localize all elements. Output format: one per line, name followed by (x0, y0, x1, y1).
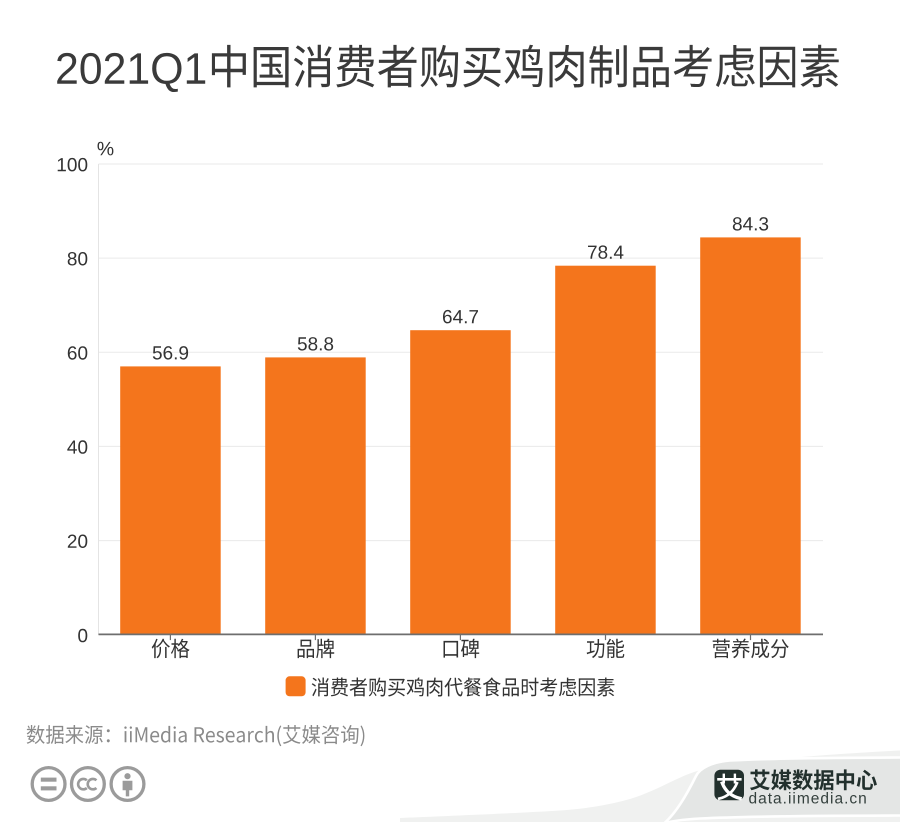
svg-text:data.iimedia.cn: data.iimedia.cn (749, 791, 868, 808)
